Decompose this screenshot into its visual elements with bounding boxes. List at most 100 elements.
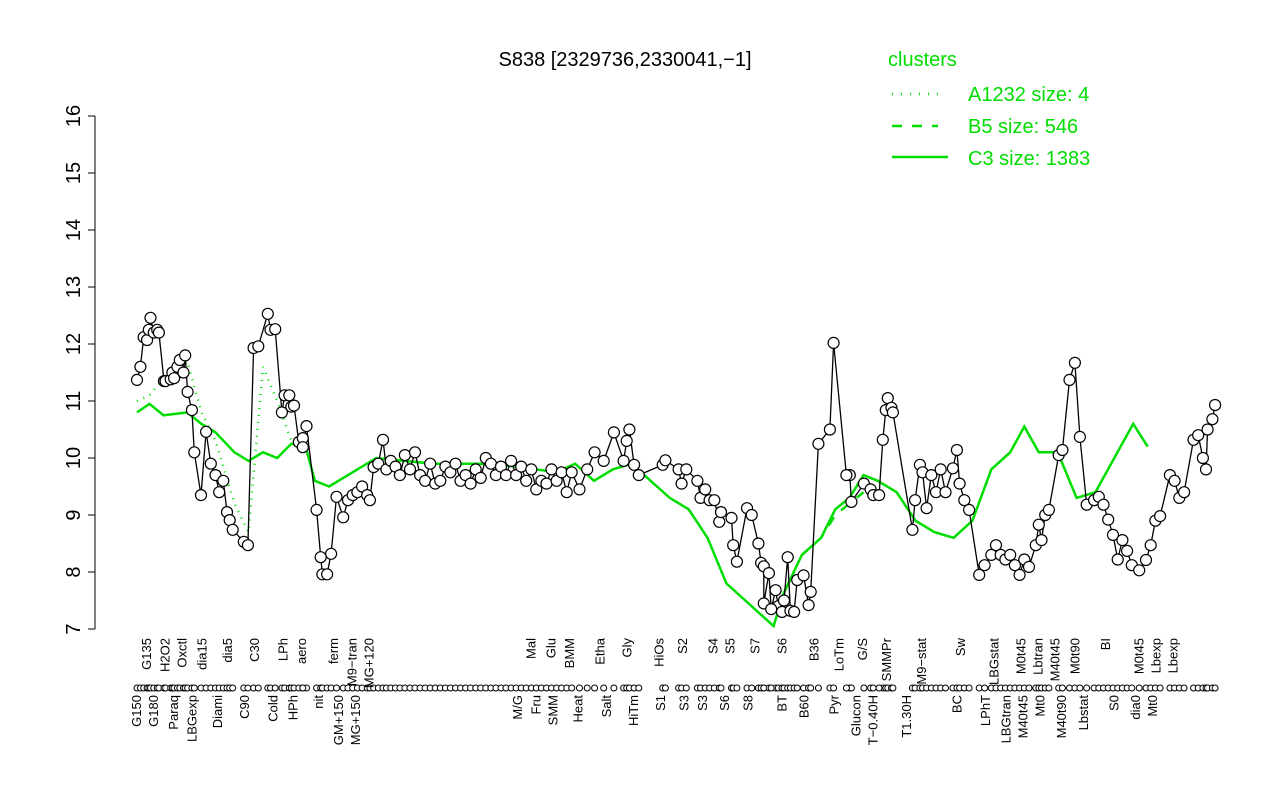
- x-tick-label-top: H2O2: [158, 638, 173, 672]
- data-point: [185, 404, 198, 417]
- sample-dot: [229, 684, 237, 692]
- data-point: [177, 366, 190, 379]
- x-tick-label-bottom: Pyr: [827, 694, 842, 714]
- y-tick-label: 7: [63, 623, 85, 634]
- data-point: [617, 454, 630, 467]
- x-tick-label-bottom: LBGtran: [999, 695, 1014, 743]
- mean-line: [136, 313, 1216, 614]
- x-tick-label-top: Glu: [544, 638, 559, 658]
- x-tick-label-top: B36: [806, 638, 821, 661]
- x-tick-label-top: BMM: [562, 638, 577, 668]
- data-point: [540, 477, 553, 490]
- data-point: [1073, 430, 1087, 443]
- data-point: [321, 568, 334, 581]
- x-tick-label-bottom: S0: [1106, 695, 1121, 711]
- data-point: [241, 539, 254, 552]
- data-point: [484, 457, 497, 470]
- data-point: [939, 486, 952, 499]
- data-point: [1144, 539, 1157, 552]
- x-tick-label-bottom: M/G: [510, 695, 525, 720]
- data-point: [376, 433, 390, 446]
- data-point: [181, 385, 194, 398]
- sample-dot: [1135, 684, 1143, 692]
- x-tick-label-top: S6: [774, 638, 789, 654]
- data-point: [283, 389, 296, 402]
- x-tick-label-bottom: MG+150: [348, 695, 363, 745]
- data-point: [310, 503, 323, 516]
- data-point: [727, 539, 740, 552]
- data-point: [886, 406, 900, 419]
- data-point: [714, 505, 728, 519]
- y-tick-label: 13: [63, 276, 85, 298]
- data-point: [152, 326, 165, 339]
- data-point: [906, 523, 919, 536]
- x-tick-label-top: M9−stat: [914, 638, 929, 685]
- data-point: [337, 511, 350, 524]
- sample-dot: [600, 684, 608, 692]
- data-point: [300, 420, 313, 433]
- data-point: [545, 463, 558, 476]
- x-tick-label-top: LBGstat: [987, 638, 1002, 685]
- y-tick-label: 16: [63, 105, 85, 127]
- data-point: [675, 477, 688, 490]
- data-point: [708, 494, 721, 507]
- data-point: [1102, 513, 1115, 526]
- data-point: [565, 466, 578, 479]
- data-point: [398, 449, 411, 462]
- data-point: [275, 406, 288, 419]
- data-point: [620, 434, 633, 447]
- sample-dot: [733, 684, 741, 692]
- data-point: [372, 457, 385, 470]
- y-tick-label: 9: [63, 509, 85, 520]
- x-tick-label-bottom: Heat: [571, 695, 586, 723]
- x-tick-label-top: dia15: [195, 638, 210, 670]
- x-tick-label-bottom: S3: [677, 695, 692, 711]
- chart-title: S838 [2329736,2330041,−1]: [498, 49, 751, 71]
- data-point: [330, 490, 343, 503]
- x-tick-label-bottom: S8: [741, 695, 756, 711]
- sample-dot: [254, 684, 262, 692]
- data-point: [134, 360, 147, 373]
- data-point: [845, 495, 858, 508]
- data-point: [226, 523, 239, 536]
- data-point: [908, 494, 922, 507]
- x-tick-label-bottom: nit: [311, 695, 326, 709]
- x-tick-label-top: G/S: [855, 638, 870, 661]
- x-tick-label-bottom: GM+150: [331, 695, 346, 745]
- x-tick-label-bottom: M40t45: [1016, 695, 1031, 738]
- data-point: [200, 425, 213, 438]
- x-tick-label-top: Lbtran: [1031, 638, 1046, 675]
- y-axis: 7 8 9 10 11 12 13 14 15 16: [63, 105, 96, 635]
- data-point: [627, 458, 641, 471]
- data-point: [781, 551, 794, 564]
- sample-dot: [1025, 684, 1033, 692]
- x-tick-label-top: Etha: [592, 637, 607, 665]
- sample-dot: [767, 684, 775, 692]
- x-tick-labels: G135 H2O2 Oxctl dia15 dia5 C30 LPh aero ferm M9−t…: [129, 637, 1181, 745]
- data-point: [797, 569, 810, 582]
- data-point: [560, 486, 573, 499]
- x-tick-label-bottom: M40t90: [1054, 695, 1069, 738]
- data-point: [777, 594, 791, 607]
- x-tick-label-bottom: Lbstat: [1076, 695, 1091, 731]
- x-tick-label-bottom: dia0: [1128, 695, 1143, 720]
- x-tick-label-top: ferm: [326, 638, 341, 664]
- sample-dot: [576, 684, 583, 692]
- data-point: [765, 602, 778, 616]
- legend: clusters A1232 size: 4 B5 size: 546 C3 s…: [888, 49, 1090, 170]
- x-tick-label-top: S5: [722, 638, 737, 654]
- x-tick-label-bottom: BC: [950, 695, 965, 713]
- x-tick-label-bottom: HiTm: [626, 695, 641, 726]
- data-point: [213, 486, 226, 499]
- y-tick-label: 11: [63, 391, 85, 412]
- x-tick-label-top: Lbexp: [1166, 638, 1181, 673]
- sample-dot: [875, 684, 883, 692]
- x-tick-label-bottom: T−0.40H: [866, 695, 881, 745]
- legend-entry-a1232: A1232 size: 4: [968, 84, 1089, 106]
- data-point: [1196, 451, 1210, 465]
- data-point: [434, 474, 447, 487]
- sample-dot: [610, 684, 618, 692]
- data-point: [958, 494, 971, 507]
- sample-dot: [333, 684, 340, 692]
